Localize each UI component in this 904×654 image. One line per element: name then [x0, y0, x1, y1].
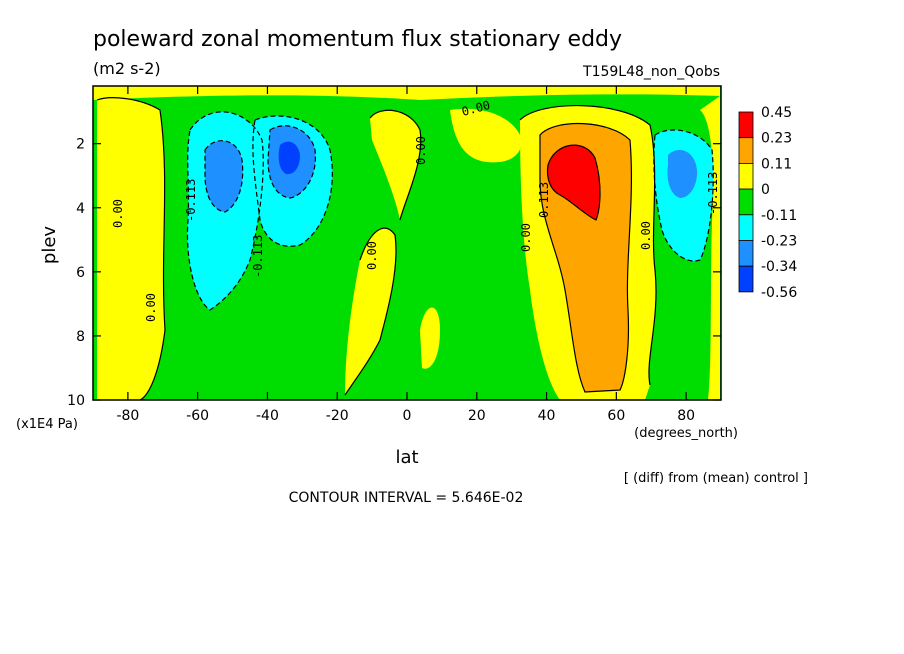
contour-label: 0.00: [365, 241, 379, 270]
contour-label: 0.00: [414, 136, 428, 165]
colorbar-label: 0.11: [761, 156, 792, 172]
colorbar-swatch: [738, 137, 754, 164]
x-tick-label: 40: [538, 408, 556, 424]
y-axis-label: plev: [39, 226, 60, 265]
x-tick-label: 0: [403, 408, 412, 424]
field-positive-equator: [370, 110, 421, 220]
x-tick-label: -40: [256, 408, 279, 424]
contour-interval: CONTOUR INTERVAL = 5.646E-02: [289, 490, 524, 506]
colorbar-swatch: [738, 162, 754, 190]
colorbar-swatch: [738, 111, 754, 139]
diff-note: [ (diff) from (mean) control ]: [624, 471, 808, 486]
colorbar-label: -0.56: [761, 285, 797, 301]
x-tick-label: -20: [326, 408, 349, 424]
contour-line-zero-sh: [96, 97, 166, 401]
contour-line-neg-a: [186, 111, 264, 311]
y-axis-units: (x1E4 Pa): [16, 417, 78, 432]
y-tick-label: 8: [76, 329, 85, 345]
chart-units: (m2 s-2): [93, 59, 161, 78]
x-axis: -80 -60 -40 -20 0 20 40 60 80: [116, 86, 695, 424]
contour-line-neg-b: [252, 115, 333, 247]
colorbar-label: -0.11: [761, 208, 797, 224]
colorbar-label: 0.45: [761, 105, 792, 121]
field-blue-nh: [667, 150, 698, 198]
colorbar: 0.45 0.23 0.11 0 -0.11 -0.23 -0.34 -0.56: [738, 105, 797, 301]
contour-line-zero-tropics: [344, 227, 397, 396]
contour-line-orange: [539, 122, 633, 393]
x-tick-label: -80: [116, 408, 139, 424]
field-positive-nh-sub: [450, 108, 522, 163]
contour-line-neg-d: [267, 125, 317, 199]
x-tick-label: 20: [468, 408, 486, 424]
contour-label: -0.113: [184, 179, 198, 222]
contour-label: 0.00: [519, 223, 533, 252]
contour-label: -0.113: [251, 235, 265, 278]
colorbar-label: -0.34: [761, 259, 797, 275]
field-darkblue-core: [278, 141, 300, 175]
contour-label: 0.113: [537, 182, 551, 218]
y-tick-label: 10: [67, 393, 85, 409]
field-positive-blob: [420, 307, 440, 369]
field-positive-sh-polar: [97, 97, 165, 400]
field-red-core: [547, 145, 601, 220]
y-tick-label: 4: [76, 201, 85, 217]
y-tick-label: 2: [76, 137, 85, 153]
x-tick-label: -60: [186, 408, 209, 424]
colorbar-label: 0: [761, 182, 770, 198]
chart-title: poleward zonal momentum flux stationary …: [93, 27, 622, 52]
contour-label: -0.113: [706, 172, 720, 215]
colorbar-swatch: [738, 188, 754, 216]
contour-line-zero-equator: [369, 109, 422, 221]
contour-line-neg-c: [204, 140, 244, 213]
field-positive-nh-polar: [700, 96, 720, 400]
run-label: T159L48_non_Qobs: [582, 64, 720, 80]
contour-line-red: [546, 144, 601, 221]
field-blue-sh-a: [205, 140, 243, 212]
y-tick-label: 6: [76, 265, 85, 281]
x-tick-label: 60: [607, 408, 625, 424]
y-axis: 2 4 6 8 10: [67, 137, 721, 409]
colorbar-swatch: [738, 265, 754, 293]
x-axis-label: lat: [395, 447, 418, 468]
field-positive-tropics: [345, 228, 397, 395]
x-tick-label: 80: [677, 408, 695, 424]
x-axis-units: (degrees_north): [634, 426, 738, 441]
contour-line-neg-nh: [653, 129, 714, 262]
contour-label: 0.00: [639, 221, 653, 250]
colorbar-swatch: [738, 214, 754, 241]
colorbar-label: -0.23: [761, 234, 797, 250]
colorbar-label: 0.23: [761, 131, 792, 147]
contour-label: 0.00: [144, 293, 158, 322]
contour-label: 0.00: [111, 199, 125, 228]
contour-field: 0.00 0.00 -0.113 -0.113 0.00 0.00 0.00 0…: [92, 85, 722, 401]
colorbar-swatch: [738, 240, 754, 267]
